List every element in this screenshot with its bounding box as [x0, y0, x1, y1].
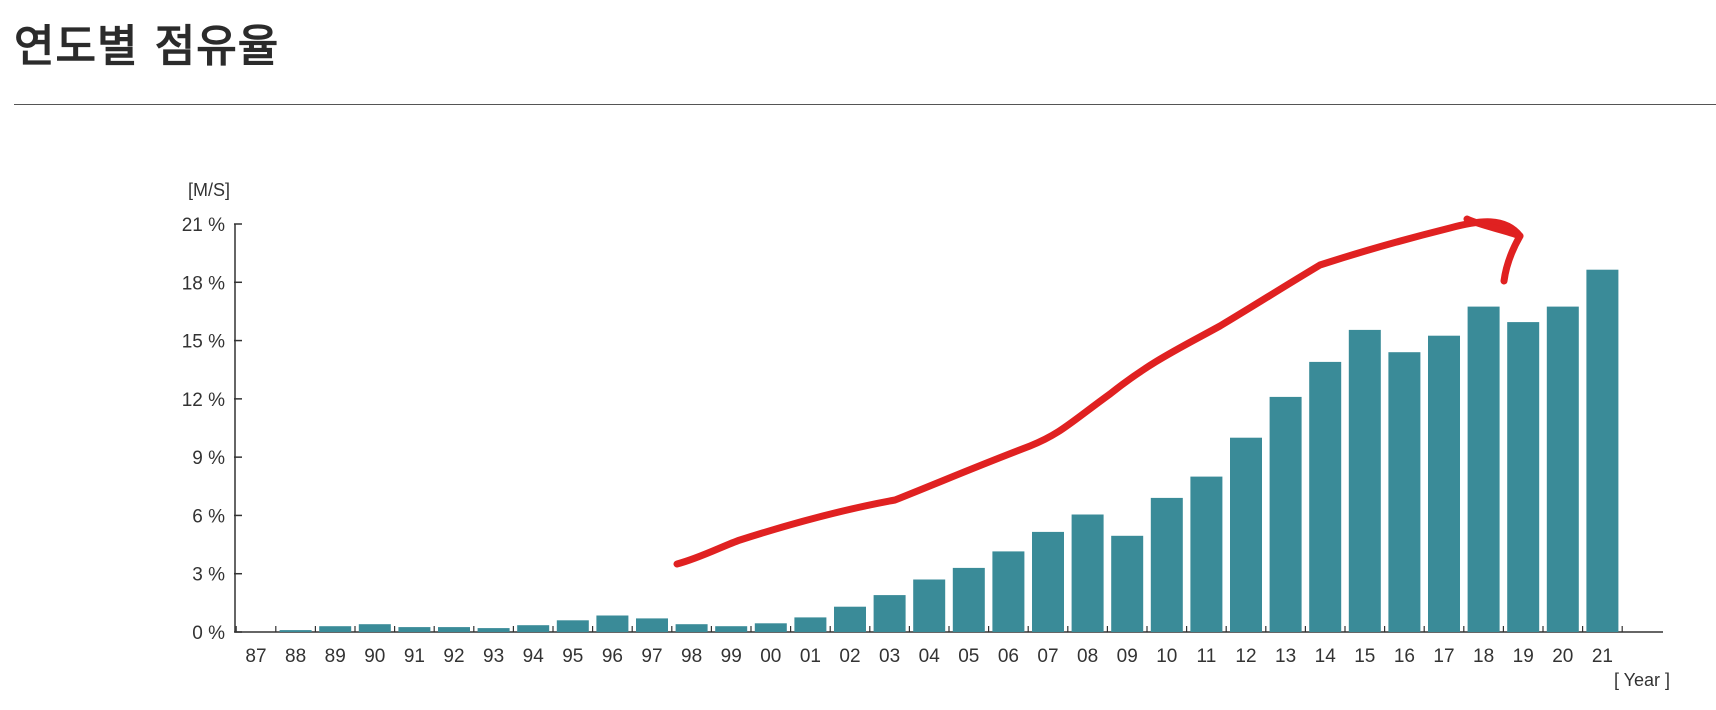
- y-tick-label: 18 %: [182, 273, 225, 294]
- x-tick-label: 00: [760, 646, 781, 667]
- bar-96: [596, 615, 629, 632]
- bar-05: [952, 567, 985, 632]
- bar-14: [1309, 361, 1342, 632]
- bar-92: [438, 627, 470, 632]
- bar-09: [1111, 535, 1144, 632]
- x-tick-label: 10: [1156, 646, 1177, 667]
- y-tick-label: 21 %: [182, 215, 225, 236]
- bar-03: [873, 595, 906, 632]
- x-tick-label: 07: [1037, 646, 1058, 667]
- x-tick-label: 90: [364, 646, 385, 667]
- x-tick-label: 01: [800, 646, 821, 667]
- x-tick-label: 17: [1433, 646, 1454, 667]
- y-tick-label: 6 %: [192, 506, 225, 527]
- x-tick-label: 09: [1117, 646, 1138, 667]
- bar-21: [1586, 269, 1619, 632]
- x-tick-label: 08: [1077, 646, 1098, 667]
- x-tick-label: 03: [879, 646, 900, 667]
- bar-01: [794, 617, 827, 632]
- x-tick-label: 97: [641, 646, 662, 667]
- x-tick-label: 95: [562, 646, 583, 667]
- x-tick-label: 18: [1473, 646, 1494, 667]
- bar-18: [1467, 306, 1500, 632]
- trend-arrow-head: [1463, 215, 1524, 285]
- x-tick-label: 13: [1275, 646, 1296, 667]
- x-tick-label: 05: [958, 646, 979, 667]
- x-tick-label: 15: [1354, 646, 1375, 667]
- bar-95: [556, 620, 589, 632]
- bar-16: [1388, 352, 1421, 632]
- y-tick-label: 0 %: [192, 623, 225, 644]
- bar-11: [1190, 476, 1223, 632]
- bar-13: [1269, 396, 1302, 632]
- y-tick-label: 12 %: [182, 390, 225, 411]
- page-title: 연도별 점유율: [14, 21, 280, 72]
- bar-91: [398, 627, 431, 632]
- bar-02: [834, 606, 866, 632]
- chart-axes: [234, 223, 1663, 633]
- bar-89: [319, 626, 352, 632]
- bar-06: [992, 551, 1025, 632]
- x-tick-label: 06: [998, 646, 1019, 667]
- bar-20: [1546, 306, 1579, 632]
- bar-17: [1428, 335, 1460, 632]
- bar-04: [913, 579, 946, 632]
- x-tick-label: 20: [1552, 646, 1573, 667]
- x-tick-label: 87: [245, 646, 266, 667]
- x-tick-label: 96: [602, 646, 623, 667]
- bar-07: [1032, 531, 1064, 632]
- bar-94: [517, 625, 550, 632]
- x-axis-tick-labels: 87 88 89 90 91 92 93 94 95 96 97 98 99 00 01 02 03 04 05 06…: [245, 646, 1613, 667]
- bar-88: [279, 630, 312, 632]
- y-tick-label: 9 %: [192, 448, 225, 469]
- y-axis-tick-labels: 0 % 3 % 6 % 9 % 12 % 15 % 18 % 21 %: [182, 215, 225, 644]
- bar-99: [715, 626, 748, 632]
- x-tick-label: 16: [1394, 646, 1415, 667]
- x-tick-label: 12: [1235, 646, 1256, 667]
- x-tick-label: 92: [443, 646, 464, 667]
- bar-98: [675, 624, 708, 632]
- bar-93: [477, 628, 510, 632]
- bar-97: [636, 618, 668, 632]
- x-tick-label: 91: [404, 646, 425, 667]
- x-tick-label: 94: [523, 646, 545, 667]
- y-axis-unit-label: [M/S]: [188, 180, 230, 200]
- bar-19: [1507, 322, 1540, 632]
- title-divider: [14, 104, 1716, 105]
- x-tick-label: 98: [681, 646, 702, 667]
- bar-15: [1348, 329, 1381, 632]
- x-tick-label: 04: [919, 646, 941, 667]
- chart-bars: [279, 269, 1619, 632]
- bar-10: [1150, 497, 1183, 632]
- x-tick-label: 21: [1592, 646, 1613, 667]
- x-tick-label: 11: [1197, 646, 1217, 667]
- bar-12: [1230, 437, 1262, 632]
- x-tick-label: 02: [839, 646, 860, 667]
- x-tick-label: 89: [325, 646, 346, 667]
- x-tick-label: 93: [483, 646, 504, 667]
- x-tick-label: 19: [1513, 646, 1534, 667]
- x-tick-label: 99: [721, 646, 742, 667]
- y-tick-label: 15 %: [182, 332, 225, 353]
- bar-00: [754, 623, 787, 632]
- bar-90: [358, 624, 391, 632]
- x-tick-label: 88: [285, 646, 306, 667]
- x-tick-label: 14: [1315, 646, 1337, 667]
- y-tick-label: 3 %: [192, 565, 225, 586]
- x-axis-unit-label: [ Year ]: [1614, 670, 1670, 690]
- bar-08: [1071, 514, 1104, 632]
- trend-arrow-annotation: [673, 218, 1524, 568]
